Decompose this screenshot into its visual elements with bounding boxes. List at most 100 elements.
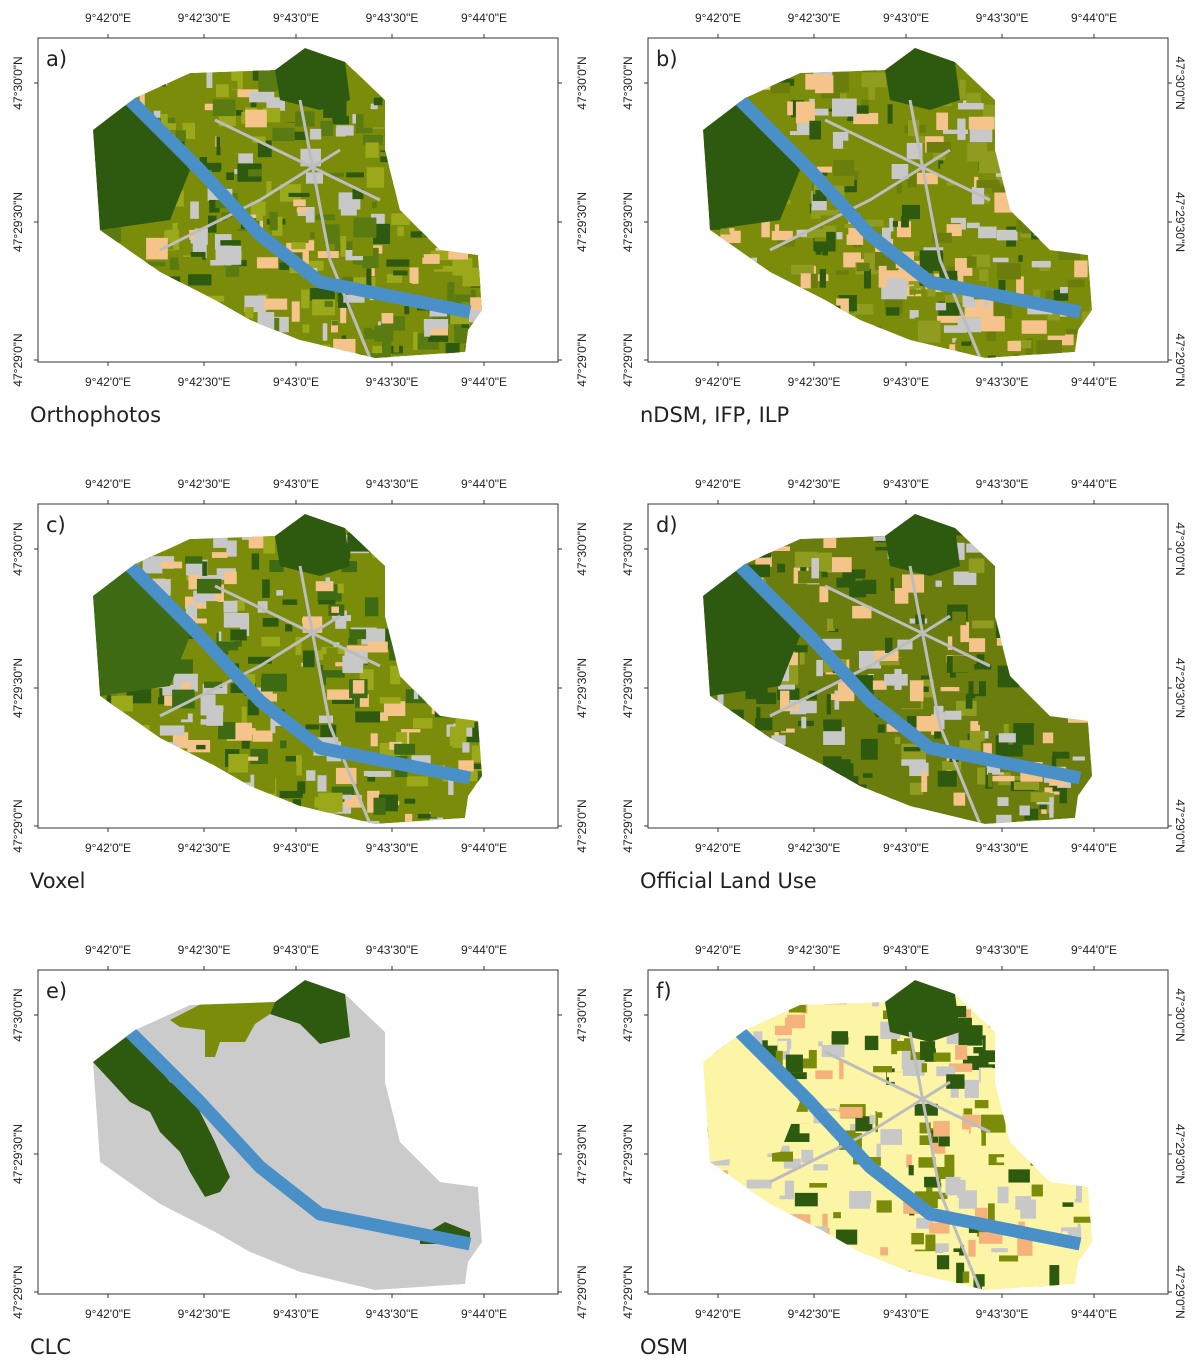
land-patch [902,205,920,219]
land-patch [332,321,338,326]
land-patch [970,731,985,741]
land-patch [844,1015,869,1031]
x-tick-label: 9°42'30"E [788,1307,841,1321]
land-patch [366,268,371,286]
land-patch [920,1041,936,1062]
land-patch [397,226,403,236]
land-patch [248,169,261,176]
map-panel: d)Official Land Use9°42'0"E9°42'0"E9°42'… [621,477,1187,893]
land-patch [317,775,326,791]
land-patch [245,110,267,128]
land-patch [1032,261,1051,267]
land-patch [972,620,993,628]
x-tick-label: 9°42'0"E [85,1307,131,1321]
y-tick-label: 47°30'0"N [575,988,589,1041]
land-patch [297,208,307,213]
land-patch [854,304,873,314]
land-patch [815,75,833,93]
land-patch [230,629,246,640]
land-patch [190,201,199,218]
land-patch [777,564,785,573]
land-patch [877,1102,892,1112]
land-patch [886,1227,911,1246]
land-patch [325,301,333,307]
land-patch [720,228,730,234]
land-patch [909,1165,914,1175]
x-tick-label: 9°42'30"E [788,11,841,25]
x-tick-label: 9°42'0"E [695,11,741,25]
land-patch [816,660,823,676]
land-patch [967,257,977,268]
land-patch [162,562,183,569]
x-tick-label: 9°43'30"E [976,841,1029,855]
land-patch [1074,260,1087,277]
land-patch [756,693,776,704]
land-patch [353,680,364,693]
y-tick-label: 47°29'0"N [621,1265,635,1318]
land-patch [755,718,772,730]
land-patch [178,257,202,264]
y-tick-label: 47°30'0"N [621,522,635,575]
land-patch [862,72,887,87]
y-tick-label: 47°29'30"N [621,1124,635,1184]
land-patch [206,601,217,619]
land-patch [160,725,185,735]
x-tick-label: 9°44'0"E [461,11,507,25]
y-tick-label: 47°30'0"N [1173,522,1187,575]
land-patch [939,1136,950,1146]
land-patch [303,651,315,668]
land-patch [206,72,212,87]
land-patch [959,80,965,100]
land-patch [306,770,315,781]
land-patch [291,242,305,249]
y-tick-label: 47°29'30"N [1173,658,1187,718]
land-patch [794,645,807,652]
y-tick-label: 47°30'0"N [1173,56,1187,109]
land-patch [836,270,849,274]
land-patch [394,744,415,755]
land-patch [1052,752,1069,759]
map-panel: c)Voxel9°42'0"E9°42'0"E9°42'30"E9°42'30"… [11,477,589,893]
land-patch [974,1170,982,1175]
land-patch [283,599,298,604]
land-patch [929,1223,949,1234]
x-tick-label: 9°43'0"E [883,1307,929,1321]
land-patch [870,1203,874,1223]
land-patch [955,1045,967,1060]
land-patch [959,1025,983,1045]
x-tick-label: 9°43'30"E [976,943,1029,957]
land-patch [340,236,346,257]
land-patch [263,534,275,554]
x-tick-label: 9°42'30"E [178,477,231,491]
y-tick-label: 47°30'0"N [11,522,25,575]
land-patch [1063,1202,1074,1206]
land-patch [327,689,352,699]
land-patch [778,1041,787,1051]
land-patch [404,306,409,314]
x-tick-label: 9°43'30"E [976,1307,1029,1321]
land-patch [323,323,328,340]
land-patch [999,1255,1018,1261]
land-patch [1041,1204,1048,1221]
land-patch [266,279,284,288]
land-patch [286,216,306,234]
y-tick-label: 47°30'0"N [1173,988,1187,1041]
land-patch [935,1243,949,1253]
land-patch [224,571,237,584]
land-patch [371,733,378,746]
land-patch [935,581,941,587]
land-patch [796,102,815,124]
land-patch [795,1193,818,1206]
x-tick-label: 9°42'30"E [788,477,841,491]
y-tick-label: 47°29'0"N [621,799,635,852]
land-patch [415,251,424,258]
land-patch [272,128,294,141]
land-patch [936,113,948,131]
land-patch [847,234,864,245]
land-patch [296,758,301,776]
land-patch [389,725,401,733]
land-patch [407,776,429,786]
land-patch [794,601,813,613]
land-patch [826,1089,845,1102]
land-patch [847,1030,859,1037]
